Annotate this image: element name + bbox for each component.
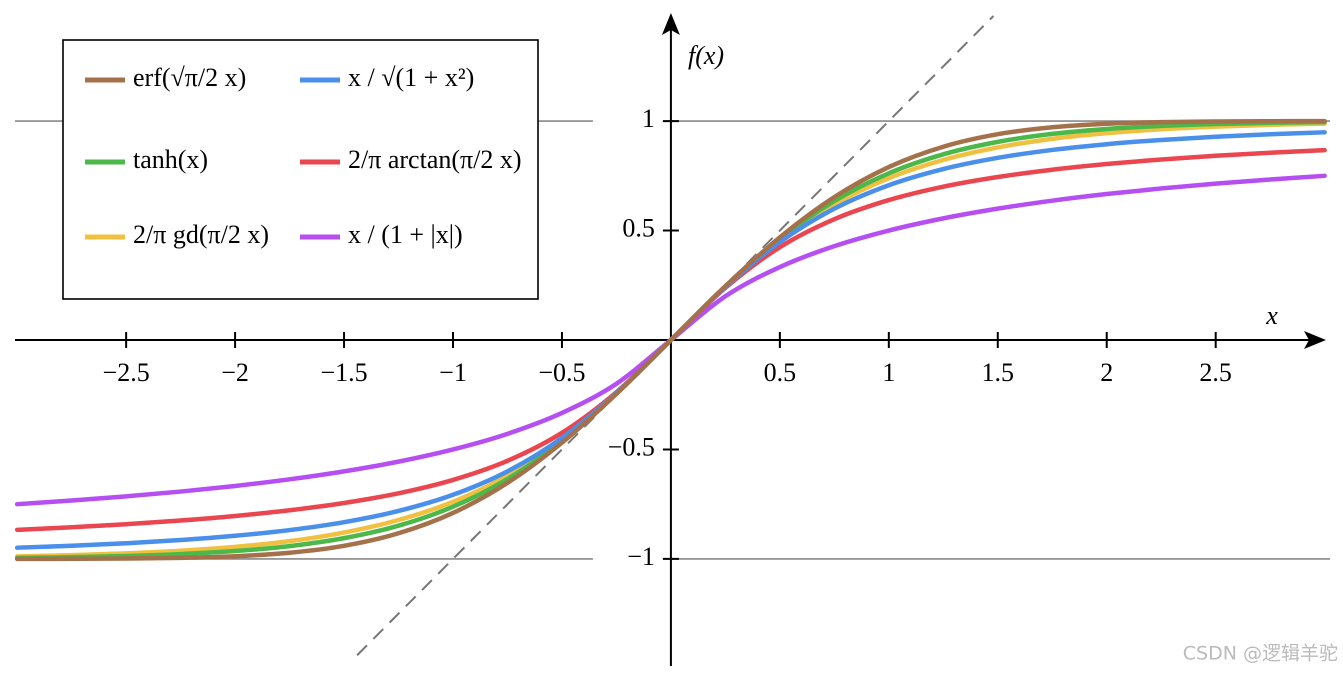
- x-tick-label: 1: [882, 358, 895, 387]
- legend-label: erf(√π/2 x): [133, 63, 246, 92]
- legend-label: 2/π arctan(π/2 x): [348, 145, 522, 174]
- y-tick-label: −1: [627, 542, 655, 571]
- legend-label: x / (1 + |x|): [348, 220, 463, 249]
- x-tick-label: −2: [221, 358, 249, 387]
- legend-label: x / √(1 + x²): [348, 63, 474, 92]
- x-tick-label: −0.5: [538, 358, 585, 387]
- y-axis-arrow: [661, 13, 680, 35]
- y-tick-label: 0.5: [622, 214, 655, 243]
- x-tick-label: −1: [439, 358, 467, 387]
- y-tick-label-bg: [592, 215, 663, 246]
- series-line: [14, 118, 1327, 562]
- y-tick-label-bg: [592, 434, 663, 465]
- x-axis-arrow: [1304, 331, 1326, 349]
- legend-label: 2/π gd(π/2 x): [133, 220, 269, 249]
- y-tick-label-bg: [592, 543, 663, 574]
- y-tick-label: 1: [642, 104, 655, 133]
- x-tick-label: 0.5: [764, 358, 797, 387]
- y-tick-label: −0.5: [608, 432, 655, 461]
- y-axis-label: f(x): [688, 41, 724, 70]
- legend-label: tanh(x): [133, 145, 208, 174]
- x-tick-label: 1.5: [982, 358, 1015, 387]
- x-tick-label: 2: [1100, 358, 1113, 387]
- x-tick-label: −2.5: [103, 358, 150, 387]
- x-tick-label: 2.5: [1199, 358, 1232, 387]
- watermark: CSDN @逻辑羊驼: [1183, 643, 1338, 665]
- y-tick-label-bg: [592, 106, 663, 137]
- x-tick-label: −1.5: [320, 358, 367, 387]
- x-axis-label: x: [1265, 301, 1278, 330]
- legend-box: [62, 39, 539, 300]
